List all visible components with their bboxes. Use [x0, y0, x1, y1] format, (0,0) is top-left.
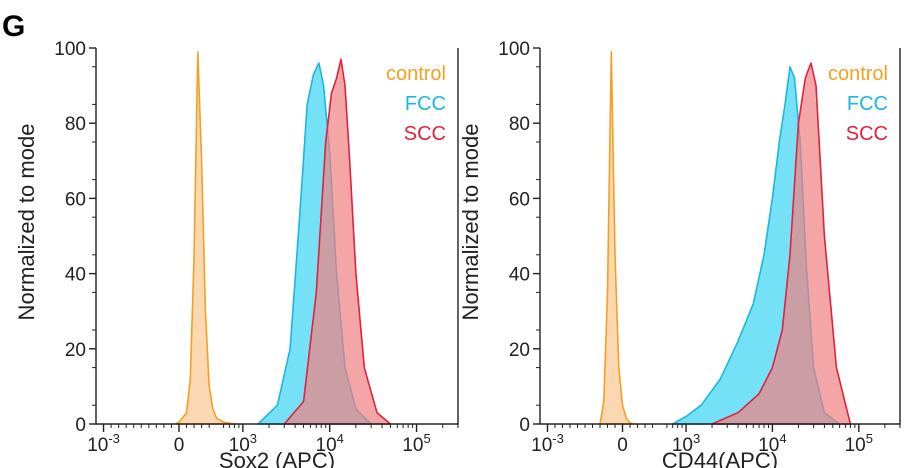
y-tick-label: 60	[509, 189, 530, 210]
x-tick-label: 105	[845, 431, 873, 456]
y-tick-label: 0	[519, 415, 530, 436]
axes-frame	[95, 48, 459, 425]
y-tick-label: 20	[509, 340, 530, 361]
series-scc	[711, 62, 852, 425]
series-scc	[283, 58, 392, 425]
y-tick-label: 60	[65, 189, 86, 210]
x-tick-label: 104	[758, 431, 786, 456]
y-tick-label: 40	[509, 265, 530, 286]
y-tick-label: 20	[65, 340, 86, 361]
x-axis-title: CD44(APC)	[662, 448, 778, 468]
series-control	[599, 51, 635, 425]
x-tick-label: 104	[316, 431, 344, 456]
x-tick-label: 105	[402, 431, 430, 456]
x-tick-label: 103	[672, 431, 700, 456]
x-tick-label: 0	[617, 435, 628, 456]
axes-frame	[539, 48, 901, 425]
legend-fcc: FCC	[405, 93, 446, 115]
x-tick-label: 10-3	[531, 431, 564, 456]
y-axis-title: Normalized to mode	[458, 124, 483, 321]
panel-label: G	[2, 10, 25, 43]
y-tick-label: 0	[75, 415, 86, 436]
x-tick-label: 103	[229, 431, 257, 456]
x-axis-title: Sox2 (APC)	[219, 448, 335, 468]
y-tick-label: 100	[498, 39, 530, 60]
y-tick-label: 100	[54, 39, 86, 60]
y-tick-label: 80	[65, 114, 86, 135]
y-axis-title: Normalized to mode	[14, 124, 39, 321]
x-tick-label: 10-3	[87, 431, 120, 456]
legend-control: control	[828, 63, 888, 85]
x-tick-label: 0	[174, 435, 185, 456]
legend-control: control	[386, 63, 446, 85]
legend-scc: SCC	[404, 123, 446, 145]
y-tick-label: 40	[65, 265, 86, 286]
series-control	[174, 51, 236, 425]
y-tick-label: 80	[509, 114, 530, 135]
legend-scc: SCC	[846, 123, 888, 145]
legend-fcc: FCC	[847, 93, 888, 115]
